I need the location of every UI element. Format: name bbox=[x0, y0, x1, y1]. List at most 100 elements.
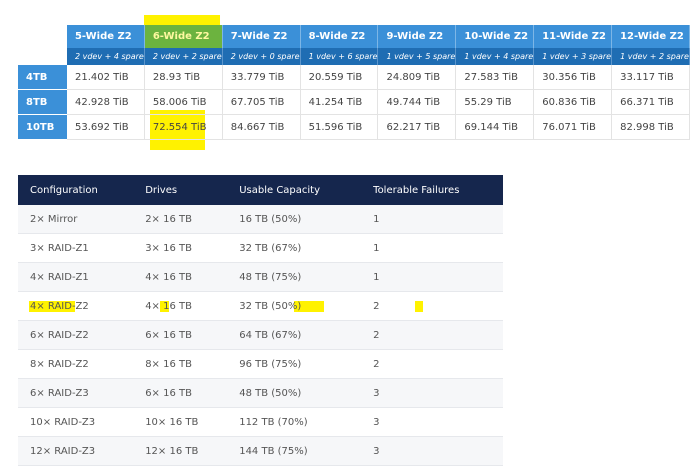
column-subtitle: 2 vdev + 2 spare bbox=[144, 48, 223, 65]
cell: 3× 16 TB bbox=[133, 233, 228, 263]
data-row: 4× RAID-Z1 4× 16 TB 48 TB (75%) 1 bbox=[18, 262, 503, 292]
cell-text: 30.356 TiB bbox=[542, 71, 596, 83]
cell: 3 bbox=[361, 378, 503, 408]
cell: 42.928 TiB bbox=[66, 89, 145, 115]
column-header: Tolerable Failures bbox=[361, 175, 503, 205]
cell: 20.559 TiB bbox=[300, 65, 379, 90]
cell: 2 bbox=[361, 320, 503, 350]
row-label: 10TB bbox=[18, 114, 67, 140]
cell-text: 96 TB (75%) bbox=[239, 358, 302, 370]
cell: 2 bbox=[361, 291, 503, 321]
cell: 8× 16 TB bbox=[133, 349, 228, 379]
cell-text: 6× 16 TB bbox=[145, 387, 192, 399]
cell-text: 21.402 TiB bbox=[74, 71, 129, 83]
cell: 51.596 TiB bbox=[300, 114, 379, 140]
cell: 2× Mirror bbox=[18, 205, 134, 234]
cell: 1 bbox=[361, 233, 503, 263]
data-row: 10× RAID-Z3 10× 16 TB 112 TB (70%) 3 bbox=[18, 407, 503, 437]
cell: 33.117 TiB bbox=[611, 65, 690, 90]
column-subtitle: 1 vdev + 2 spare bbox=[611, 48, 690, 65]
data-row: 8× RAID-Z2 8× 16 TB 96 TB (75%) 2 bbox=[18, 349, 503, 379]
data-row: 6× RAID-Z3 6× 16 TB 48 TB (50%) 3 bbox=[18, 378, 503, 408]
cell-text: 6× 16 TB bbox=[145, 329, 192, 341]
cell: 21.402 TiB bbox=[66, 65, 145, 90]
cell: 6× RAID-Z2 bbox=[18, 320, 134, 350]
data-row: 4× RAID-Z2 4× 16 TB 32 TB (50%) 2 bbox=[18, 291, 503, 321]
cell-text: 4× RAID-Z1 bbox=[30, 271, 89, 283]
cell: 4× RAID-Z1 bbox=[18, 262, 134, 292]
cell-text: 72.554 TiB bbox=[152, 121, 207, 133]
cell-text: 4× RAID-Z2 bbox=[30, 300, 89, 312]
cell-text: 2 bbox=[373, 358, 380, 370]
cell: 55.29 TiB bbox=[455, 89, 535, 115]
column-title: 7-Wide Z2 bbox=[222, 25, 301, 48]
cell-text: 64 TB (67%) bbox=[239, 329, 302, 341]
cell: 16 TB (50%) bbox=[227, 205, 362, 234]
cell: 32 TB (67%) bbox=[227, 233, 362, 263]
data-row: 8TB 42.928 TiB 58.006 TiB 67.705 TiB 41.254 … bbox=[18, 89, 690, 115]
cell-text: 48 TB (50%) bbox=[239, 387, 302, 399]
cell-text: 42.928 TiB bbox=[74, 96, 129, 108]
cell: 58.006 TiB bbox=[144, 89, 223, 115]
cell-text: 3 bbox=[373, 445, 380, 457]
data-row: 3× RAID-Z1 3× 16 TB 32 TB (67%) 1 bbox=[18, 233, 503, 263]
cell-text: 32 TB (67%) bbox=[239, 242, 302, 254]
cell-text: 12× RAID-Z3 bbox=[30, 445, 96, 457]
column-subtitle: 1 vdev + 5 spare bbox=[377, 48, 457, 65]
cell: 28.93 TiB bbox=[144, 65, 223, 90]
cell: 3 bbox=[361, 436, 503, 466]
cell: 33.779 TiB bbox=[222, 65, 301, 90]
cell-text: 144 TB (75%) bbox=[239, 445, 308, 457]
cell-text: 2 bbox=[373, 300, 380, 312]
column-header: Configuration bbox=[18, 175, 134, 205]
row-label: 8TB bbox=[18, 89, 67, 115]
cell-text: 12× 16 TB bbox=[145, 445, 199, 457]
cell: 6× RAID-Z3 bbox=[18, 378, 134, 408]
header-row: 5-Wide Z2 6-Wide Z2 7-Wide Z2 8-Wide Z2 9-Wi… bbox=[18, 25, 690, 48]
cell: 12× 16 TB bbox=[133, 436, 228, 466]
cell: 144 TB (75%) bbox=[227, 436, 362, 466]
cell-text: 66.371 TiB bbox=[620, 96, 674, 108]
cell-text: 2× 16 TB bbox=[145, 213, 192, 225]
cell: 60.836 TiB bbox=[533, 89, 613, 115]
cell: 1 bbox=[361, 262, 503, 292]
cell: 2× 16 TB bbox=[133, 205, 228, 234]
cell-text: 3× 16 TB bbox=[145, 242, 192, 254]
cell-text: 33.117 TiB bbox=[620, 71, 674, 83]
cell-text: 69.144 TiB bbox=[464, 121, 518, 133]
cell: 12× RAID-Z3 bbox=[18, 436, 134, 466]
cell: 67.705 TiB bbox=[222, 89, 301, 115]
cell: 10× 16 TB bbox=[133, 407, 228, 437]
row-label: 4TB bbox=[18, 65, 67, 90]
column-title: 11-Wide Z2 bbox=[533, 25, 613, 48]
corner bbox=[18, 25, 67, 48]
cell: 66.371 TiB bbox=[611, 89, 690, 115]
column-subtitle: 2 vdev + 4 spare bbox=[66, 48, 145, 65]
data-row: 10TB 53.692 TiB 72.554 TiB 84.667 TiB 51.596… bbox=[18, 114, 690, 140]
cell-text: 62.217 TiB bbox=[386, 121, 441, 133]
cell-text: 84.667 TiB bbox=[230, 121, 285, 133]
cell-text: 3 bbox=[373, 387, 380, 399]
header-row: Configuration Drives Usable Capacity Tolera… bbox=[18, 175, 503, 205]
cell: 64 TB (67%) bbox=[227, 320, 362, 350]
cell: 96 TB (75%) bbox=[227, 349, 362, 379]
cell-text: 16 TB (50%) bbox=[239, 213, 302, 225]
cell-text: 58.006 TiB bbox=[152, 96, 207, 108]
cell-text: 33.779 TiB bbox=[230, 71, 285, 83]
cell: 6× 16 TB bbox=[133, 378, 228, 408]
cell-text: 32 TB (50%) bbox=[239, 300, 302, 312]
cell-text: 1 bbox=[373, 271, 380, 283]
cell: 76.071 TiB bbox=[533, 114, 613, 140]
cell-text: 3× RAID-Z1 bbox=[30, 242, 89, 254]
cell: 3× RAID-Z1 bbox=[18, 233, 134, 263]
cell: 27.583 TiB bbox=[455, 65, 535, 90]
column-title: 12-Wide Z2 bbox=[611, 25, 690, 48]
cell: 1 bbox=[361, 205, 503, 234]
cell-text: 4× 16 TB bbox=[145, 271, 192, 283]
cell-text: 3 bbox=[373, 416, 380, 428]
cell-text: 55.29 TiB bbox=[464, 96, 512, 108]
cell: 4× RAID-Z2 bbox=[18, 291, 134, 321]
cell-text: 27.583 TiB bbox=[464, 71, 518, 83]
cell-text: 24.809 TiB bbox=[386, 71, 441, 83]
cell-text: 20.559 TiB bbox=[308, 71, 363, 83]
